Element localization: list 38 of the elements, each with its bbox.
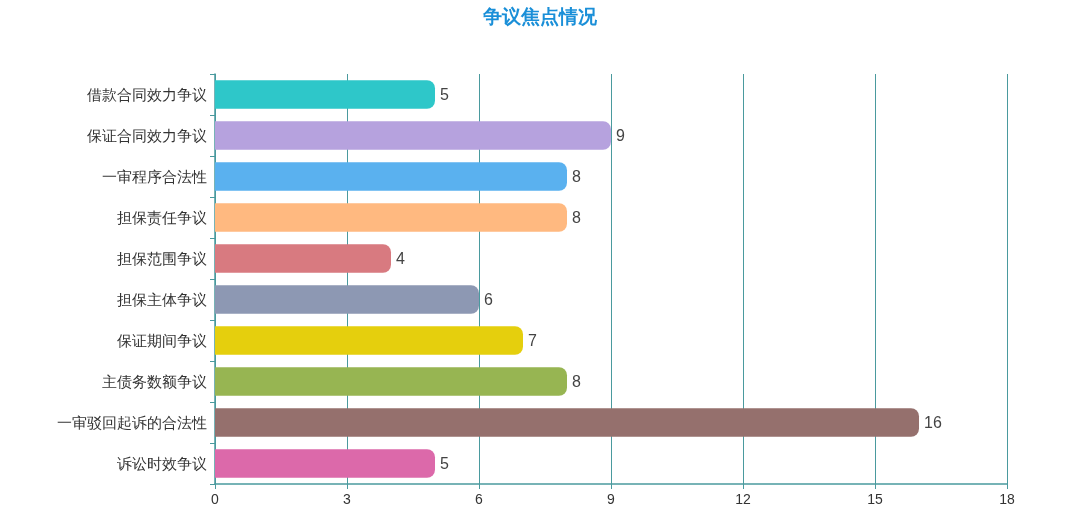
bar — [215, 449, 435, 478]
y-tick-label: 诉讼时效争议 — [117, 455, 207, 472]
data-label: 8 — [572, 168, 581, 185]
y-tick-label: 担保范围争议 — [117, 250, 207, 267]
y-tick-label: 一审驳回起诉的合法性 — [57, 414, 207, 431]
x-tick-label: 12 — [735, 491, 751, 507]
data-label: 6 — [484, 291, 493, 308]
data-label: 4 — [396, 250, 405, 267]
y-tick-label: 一审程序合法性 — [102, 168, 207, 185]
x-tick-label: 3 — [343, 491, 352, 507]
x-tick-label: 18 — [999, 491, 1015, 507]
y-tick-label: 担保责任争议 — [117, 209, 207, 226]
bar — [215, 408, 919, 437]
y-tick-label: 借款合同效力争议 — [87, 86, 207, 103]
y-tick-label: 主债务数额争议 — [102, 373, 207, 390]
bar — [215, 80, 435, 109]
x-tick-label: 15 — [867, 491, 883, 507]
data-label: 8 — [572, 209, 581, 226]
bar — [215, 121, 611, 150]
data-label: 5 — [440, 455, 449, 472]
x-tick-label: 9 — [607, 491, 616, 507]
bar — [215, 162, 567, 191]
data-label: 8 — [572, 373, 581, 390]
data-label: 16 — [924, 414, 942, 431]
data-label: 5 — [440, 86, 449, 103]
bar — [215, 203, 567, 232]
y-tick-label: 担保主体争议 — [117, 291, 207, 308]
data-label: 7 — [528, 332, 537, 349]
x-tick-label: 0 — [211, 491, 220, 507]
bar — [215, 285, 479, 314]
x-tick-label: 6 — [475, 491, 484, 507]
y-tick-label: 保证期间争议 — [117, 332, 207, 349]
chart-title: 争议焦点情况 — [482, 6, 598, 27]
y-tick-label: 保证合同效力争议 — [87, 127, 207, 144]
bar — [215, 326, 523, 355]
bar — [215, 367, 567, 396]
data-label: 9 — [616, 127, 625, 144]
bar — [215, 244, 391, 273]
